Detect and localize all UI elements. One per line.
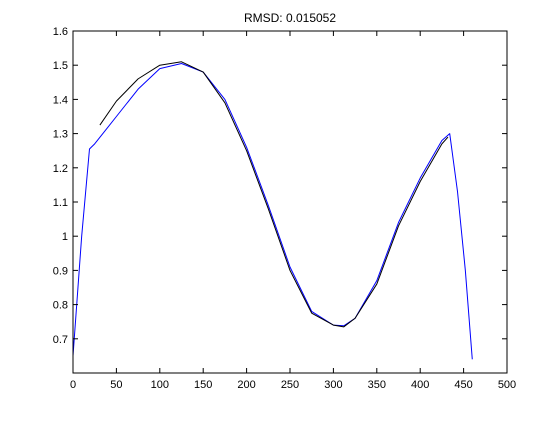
x-tick-label: 200 (237, 379, 255, 391)
y-tick-label: 0.8 (53, 300, 68, 312)
series-line-1 (72, 62, 473, 360)
y-tick-label: 0.9 (53, 265, 68, 277)
chart-title: RMSD: 0.015052 (244, 11, 336, 25)
x-tick-label: 150 (194, 379, 212, 391)
x-tick-label: 400 (411, 379, 429, 391)
x-tick-label: 250 (281, 379, 299, 391)
y-tick-label: 0.7 (53, 334, 68, 346)
y-tick-label: 1 (62, 231, 68, 243)
x-tick-label: 100 (151, 379, 169, 391)
x-tick-label: 500 (498, 379, 516, 391)
x-tick-label: 450 (454, 379, 472, 391)
y-tick-label: 1.4 (53, 94, 68, 106)
plot-area (73, 31, 507, 373)
x-tick-label: 50 (110, 379, 122, 391)
y-tick-label: 1.2 (53, 163, 68, 175)
y-tick-label: 1.5 (53, 60, 68, 72)
y-tick-label: 1.1 (53, 197, 68, 209)
x-tick-label: 0 (70, 379, 76, 391)
x-tick-label: 300 (324, 379, 342, 391)
series-line-2 (99, 61, 449, 328)
y-tick-label: 1.3 (53, 129, 68, 141)
x-tick-label: 350 (368, 379, 386, 391)
y-tick-label: 1.6 (53, 26, 68, 38)
